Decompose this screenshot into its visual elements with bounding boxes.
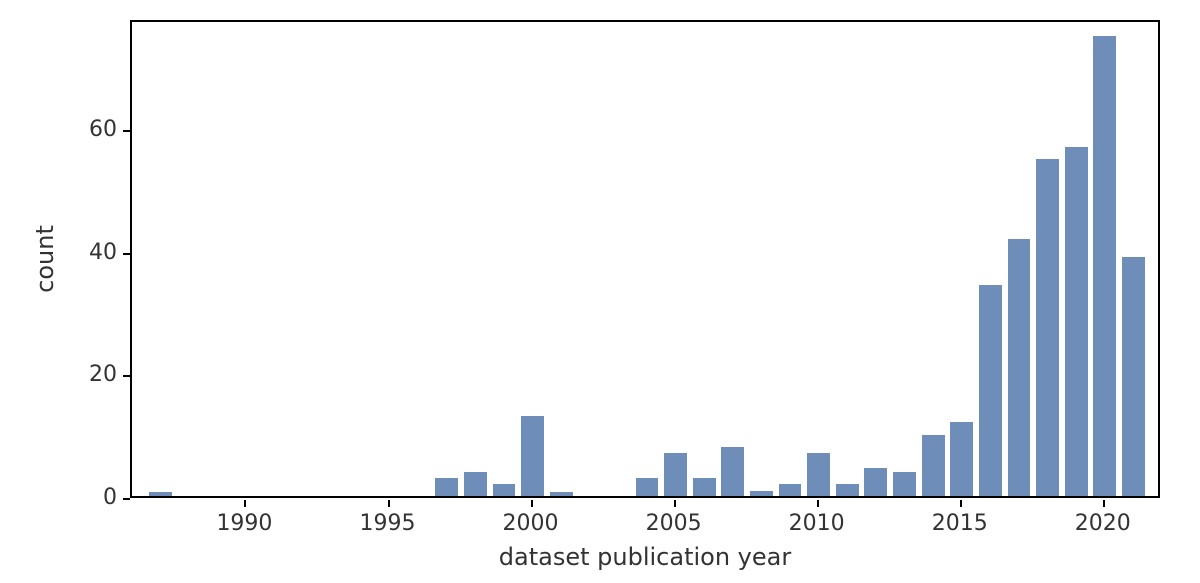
xtick-mark <box>388 500 390 507</box>
bar-2019 <box>1065 147 1088 496</box>
chart-stage: 0 20 40 60 1990 1995 2000 2005 2010 2015 2020 cou… <box>0 0 1200 583</box>
bar-2013 <box>893 472 916 497</box>
ytick-label: 0 <box>103 485 117 510</box>
bar-2001 <box>550 492 573 496</box>
bar-2017 <box>1008 239 1031 496</box>
xtick-mark <box>531 500 533 507</box>
xtick-label: 1995 <box>360 511 416 536</box>
bars-container <box>132 22 1158 496</box>
bar-2005 <box>664 453 687 496</box>
xtick-label: 2005 <box>646 511 702 536</box>
bar-2010 <box>807 453 830 496</box>
xtick-mark <box>960 500 962 507</box>
bar-2021 <box>1122 257 1145 496</box>
bar-2006 <box>693 478 716 496</box>
bar-2018 <box>1036 159 1059 496</box>
bar-2008 <box>750 491 773 496</box>
xtick-mark <box>244 500 246 507</box>
xtick-label: 2000 <box>503 511 559 536</box>
bar-2011 <box>836 484 859 496</box>
ytick-label: 20 <box>89 362 117 387</box>
xtick-label: 2020 <box>1075 511 1131 536</box>
ytick-mark <box>123 130 130 132</box>
bar-2009 <box>779 484 802 496</box>
bar-1998 <box>464 472 487 497</box>
bar-2000 <box>521 416 544 496</box>
plot-area <box>130 20 1160 498</box>
ytick-label: 60 <box>89 117 117 142</box>
xtick-label: 1990 <box>216 511 272 536</box>
xtick-label: 2010 <box>789 511 845 536</box>
y-axis-label: count <box>31 225 59 293</box>
xtick-label: 2015 <box>932 511 988 536</box>
xtick-mark <box>817 500 819 507</box>
bar-1999 <box>493 484 516 496</box>
ytick-label: 40 <box>89 240 117 265</box>
bar-2004 <box>636 478 659 496</box>
bar-1987 <box>149 492 172 496</box>
ytick-mark <box>123 253 130 255</box>
bar-2016 <box>979 285 1002 496</box>
bar-2020 <box>1093 36 1116 496</box>
bar-2014 <box>922 435 945 496</box>
bar-2007 <box>721 447 744 496</box>
xtick-mark <box>674 500 676 507</box>
ytick-mark <box>123 498 130 500</box>
xtick-mark <box>1103 500 1105 507</box>
x-axis-label: dataset publication year <box>499 543 791 571</box>
ytick-mark <box>123 375 130 377</box>
bar-1997 <box>435 478 458 496</box>
bar-2015 <box>950 422 973 496</box>
bar-2012 <box>864 468 887 496</box>
